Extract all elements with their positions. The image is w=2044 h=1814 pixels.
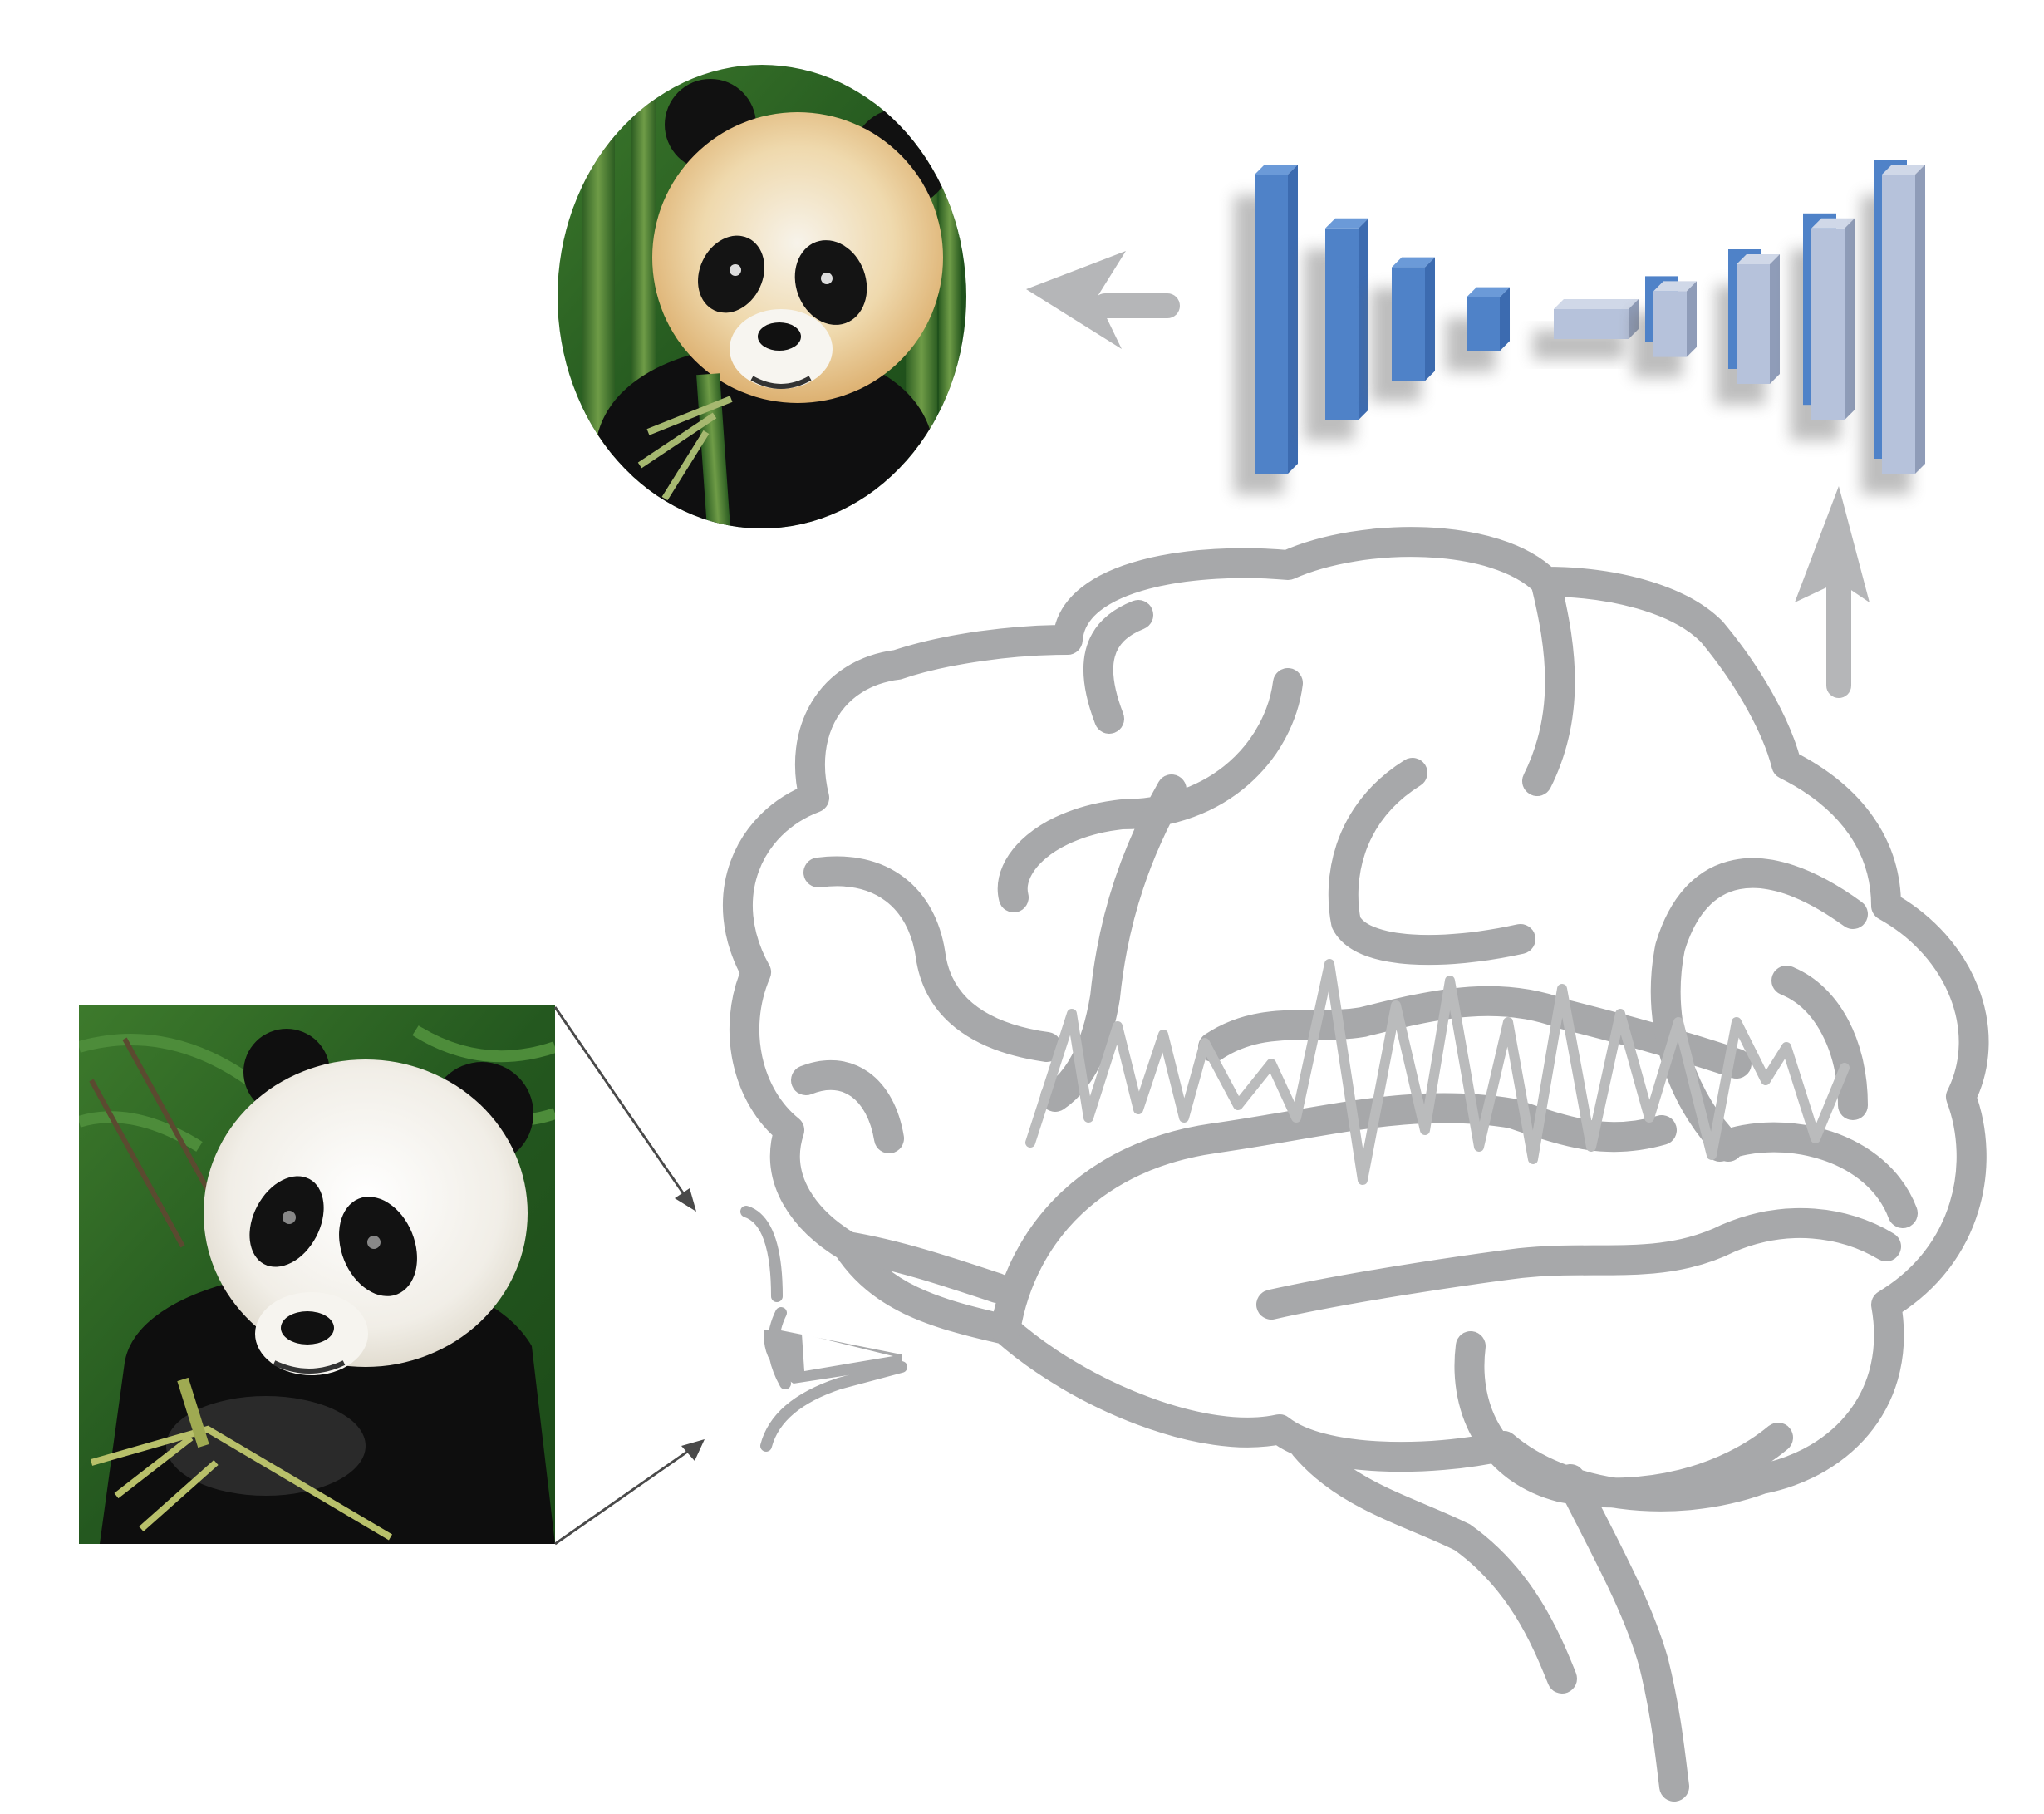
brain-fold-9 (1198, 986, 1752, 1079)
neural-signal-wave (1025, 959, 1850, 1185)
network-bar-2 (1305, 218, 1368, 441)
brain-fold-4 (1328, 758, 1535, 966)
brain-fold-13 (1705, 1122, 1918, 1228)
network-bar-8 (1791, 213, 1855, 441)
upper-arrow-line (553, 1006, 687, 1197)
network-bar-4 (1446, 287, 1510, 372)
brain-stem-back (1555, 1464, 1689, 1802)
brain-stem-front (1290, 1431, 1577, 1694)
brain-fold-8 (833, 1231, 1012, 1303)
brain-fold-14 (1256, 1207, 1901, 1320)
network-bar-7 (1716, 249, 1780, 405)
upper-arrowhead (675, 1188, 696, 1212)
eye-icon (740, 1206, 907, 1452)
encoder-decoder-network (1234, 160, 1925, 494)
brain-fold-6 (803, 856, 1062, 1062)
panda-reconstruction-image (558, 65, 966, 528)
model-to-reconstruction-arrow (1026, 251, 1180, 349)
network-bar-1 (1234, 165, 1298, 494)
brain-fold-3 (1522, 567, 1575, 796)
brain-fold-2 (997, 668, 1303, 912)
lower-arrow-line (554, 1448, 690, 1546)
brain-fold-7 (791, 1059, 904, 1153)
network-bar-5 (1533, 299, 1639, 360)
network-bar-3 (1371, 257, 1435, 402)
panda-stimulus-image (79, 1005, 555, 1544)
network-bar-6 (1633, 276, 1697, 378)
brain-fold-10 (990, 1093, 1677, 1345)
stimulus-to-eye-arrows (553, 1006, 705, 1546)
brain-fold-12 (1771, 966, 1868, 1120)
lower-arrowhead (681, 1439, 705, 1461)
brain-fold-1 (1083, 600, 1153, 734)
brain-icon (722, 527, 1989, 1802)
brain-cerebellum (1454, 1331, 1793, 1508)
network-bar-9 (1861, 160, 1925, 494)
brain-to-model-arrow (1795, 486, 1870, 698)
